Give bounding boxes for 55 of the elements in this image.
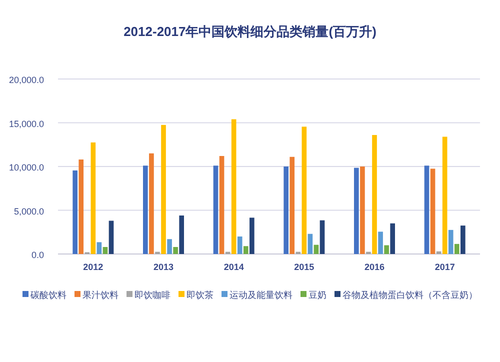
x-tick-label: 2014 (224, 262, 244, 272)
y-tick-label: 0.0 (31, 250, 44, 260)
x-tick-label: 2017 (434, 262, 455, 272)
legend-label: 果汁饮料 (82, 290, 118, 300)
bar (290, 156, 295, 254)
bar (378, 232, 383, 254)
bar (390, 223, 395, 254)
bar (173, 247, 178, 254)
bar (219, 156, 224, 254)
bar (360, 166, 365, 254)
bar (179, 216, 184, 254)
chart-title: 2012-2017年中国饮料细分品类销量(百万升) (124, 24, 376, 39)
bar (237, 236, 242, 254)
bar (460, 226, 466, 254)
y-tick-label: 20,000.0 (8, 75, 44, 85)
legend-label: 碳酸饮料 (30, 290, 66, 300)
legend-label: 豆奶 (308, 290, 326, 300)
bar (448, 230, 454, 254)
bar (372, 135, 377, 254)
bar (72, 170, 78, 254)
bar (308, 234, 313, 254)
y-tick-label: 5,000.0 (14, 206, 44, 216)
bar (454, 244, 460, 254)
bar (384, 245, 389, 254)
x-tick-label: 2016 (364, 262, 385, 272)
bar (243, 246, 248, 254)
x-tick-label: 2013 (153, 262, 174, 272)
bar (424, 166, 430, 254)
y-tick-label: 10,000.0 (8, 162, 44, 172)
bar (314, 244, 319, 254)
bar (90, 142, 96, 254)
bar (108, 220, 114, 254)
legend-label: 即饮咖啡 (134, 290, 170, 300)
bar (231, 119, 236, 254)
bar (320, 220, 325, 254)
legend-label: 即饮茶 (186, 290, 214, 300)
bar (102, 247, 108, 254)
bar (149, 153, 154, 254)
bar (430, 168, 436, 254)
bar (167, 239, 172, 254)
legend-label: 谷物及植物蛋白饮料（不含豆奶） (342, 290, 478, 300)
bar (302, 126, 307, 254)
bar (96, 242, 102, 254)
x-tick-label: 2015 (294, 262, 314, 272)
y-tick-label: 15,000.0 (8, 118, 44, 129)
bar (78, 160, 84, 254)
x-tick-label: 2012 (83, 262, 104, 272)
legend-label: 运动及能量饮料 (230, 290, 292, 300)
bar (213, 166, 218, 254)
bar (354, 168, 359, 254)
bar (442, 136, 448, 254)
bar (284, 166, 288, 254)
bar (250, 218, 254, 254)
bar (161, 124, 166, 254)
bar (143, 166, 148, 254)
